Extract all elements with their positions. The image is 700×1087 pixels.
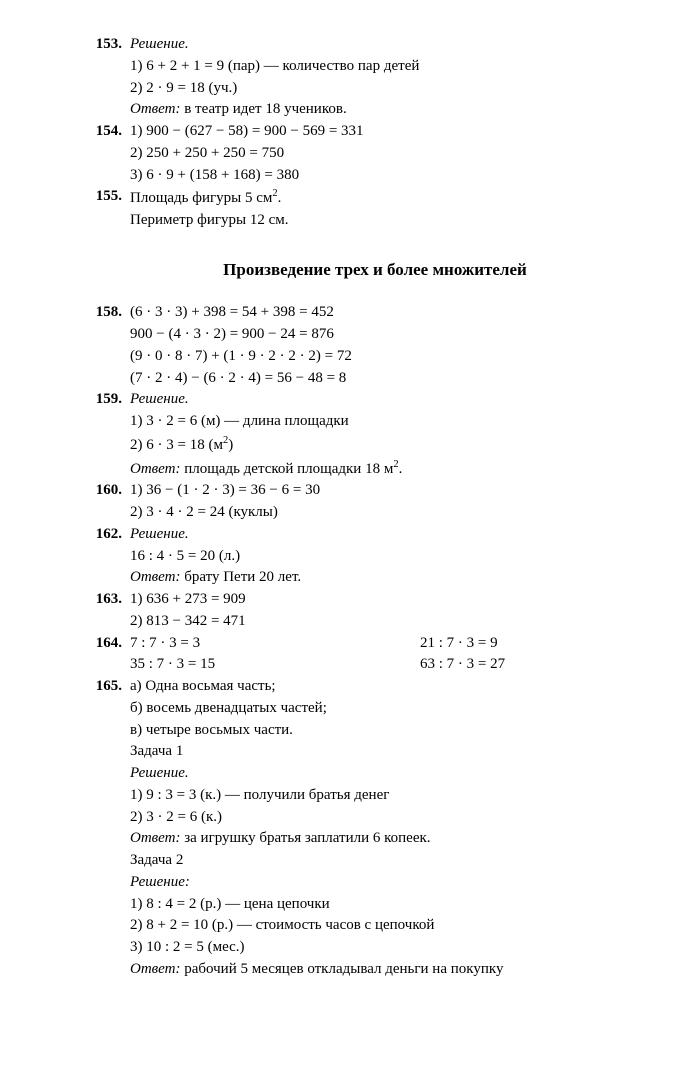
problem-body: 7 : 7 · 3 = 321 : 7 · 3 = 935 : 7 · 3 = …	[130, 633, 670, 677]
line: Решение:	[130, 872, 670, 894]
problem-body: Решение.1) 6 + 2 + 1 = 9 (пар) — количес…	[130, 34, 670, 121]
line: Ответ: площадь детской площадки 18 м2.	[130, 457, 670, 481]
line: 3) 10 : 2 = 5 (мес.)	[130, 937, 670, 959]
line: Решение.	[130, 34, 670, 56]
answer-text: площадь детской площадки 18 м2.	[180, 461, 402, 477]
left-col: 35 : 7 · 3 = 15	[130, 654, 420, 676]
problem-body: 1) 636 + 273 = 9092) 813 − 342 = 471	[130, 589, 670, 633]
page: 153.Решение.1) 6 + 2 + 1 = 9 (пар) — кол…	[0, 0, 700, 1011]
problem: 159.Решение.1) 3 · 2 = 6 (м) — длина пло…	[80, 389, 670, 480]
line: Решение.	[130, 763, 670, 785]
left-col: 7 : 7 · 3 = 3	[130, 633, 420, 655]
line: 1) 36 − (1 · 2 · 3) = 36 − 6 = 30	[130, 480, 670, 502]
problem-number: 163.	[80, 589, 130, 611]
problem-number: 155.	[80, 186, 130, 208]
problem-body: 1) 36 − (1 · 2 · 3) = 36 − 6 = 302) 3 · …	[130, 480, 670, 524]
problem-number: 153.	[80, 34, 130, 56]
line: Ответ: брату Пети 20 лет.	[130, 567, 670, 589]
line: Ответ: рабочий 5 месяцев откладывал день…	[130, 959, 670, 981]
problem-number: 164.	[80, 633, 130, 655]
answer-label: Ответ:	[130, 101, 180, 117]
section-heading: Произведение трех и более множителей	[80, 258, 670, 283]
line: 1) 636 + 273 = 909	[130, 589, 670, 611]
answer-text: в театр идет 18 учеников.	[180, 101, 346, 117]
answer-label: Ответ:	[130, 830, 180, 846]
problem-body: Решение.16 : 4 · 5 = 20 (л.)Ответ: брату…	[130, 524, 670, 589]
problem-list-1: 153.Решение.1) 6 + 2 + 1 = 9 (пар) — кол…	[80, 34, 670, 232]
line: 1) 8 : 4 = 2 (р.) — цена цепочки	[130, 894, 670, 916]
line: б) восемь двенадцатых частей;	[130, 698, 670, 720]
line: в) четыре восьмых части.	[130, 720, 670, 742]
line: Задача 1	[130, 741, 670, 763]
line: Задача 2	[130, 850, 670, 872]
answer-label: Ответ:	[130, 461, 180, 477]
problem-number: 162.	[80, 524, 130, 546]
line: 16 : 4 · 5 = 20 (л.)	[130, 546, 670, 568]
problem: 165.а) Одна восьмая часть;б) восемь двен…	[80, 676, 670, 981]
two-column-row: 35 : 7 · 3 = 1563 : 7 · 3 = 27	[130, 654, 670, 676]
problem-number: 154.	[80, 121, 130, 143]
line: Ответ: за игрушку братья заплатили 6 коп…	[130, 828, 670, 850]
line: Ответ: в театр идет 18 учеников.	[130, 99, 670, 121]
line: 900 − (4 · 3 · 2) = 900 − 24 = 876	[130, 324, 670, 346]
problem: 158.(6 · 3 · 3) + 398 = 54 + 398 = 45290…	[80, 302, 670, 389]
problem-list-2: 158.(6 · 3 · 3) + 398 = 54 + 398 = 45290…	[80, 302, 670, 980]
line: (7 · 2 · 4) − (6 · 2 · 4) = 56 − 48 = 8	[130, 368, 670, 390]
problem-number: 160.	[80, 480, 130, 502]
line: 2) 8 + 2 = 10 (р.) — стоимость часов с ц…	[130, 915, 670, 937]
problem: 163.1) 636 + 273 = 9092) 813 − 342 = 471	[80, 589, 670, 633]
line: 2) 250 + 250 + 250 = 750	[130, 143, 670, 165]
line: (6 · 3 · 3) + 398 = 54 + 398 = 452	[130, 302, 670, 324]
line: 2) 2 · 9 = 18 (уч.)	[130, 78, 670, 100]
line: 1) 3 · 2 = 6 (м) — длина площадки	[130, 411, 670, 433]
line: Площадь фигуры 5 см2.	[130, 186, 670, 210]
line: 1) 900 − (627 − 58) = 900 − 569 = 331	[130, 121, 670, 143]
problem-number: 159.	[80, 389, 130, 411]
line: а) Одна восьмая часть;	[130, 676, 670, 698]
answer-label: Ответ:	[130, 961, 180, 977]
line: Периметр фигуры 12 см.	[130, 210, 670, 232]
right-col: 63 : 7 · 3 = 27	[420, 654, 670, 676]
line: 1) 6 + 2 + 1 = 9 (пар) — количество пар …	[130, 56, 670, 78]
problem-body: а) Одна восьмая часть;б) восемь двенадца…	[130, 676, 670, 981]
answer-text: брату Пети 20 лет.	[180, 569, 301, 585]
line: 2) 3 · 4 · 2 = 24 (куклы)	[130, 502, 670, 524]
answer-text: за игрушку братья заплатили 6 копеек.	[180, 830, 430, 846]
problem: 162.Решение.16 : 4 · 5 = 20 (л.)Ответ: б…	[80, 524, 670, 589]
problem-number: 165.	[80, 676, 130, 698]
line: 1) 9 : 3 = 3 (к.) — получили братья дене…	[130, 785, 670, 807]
problem: 164.7 : 7 · 3 = 321 : 7 · 3 = 935 : 7 · …	[80, 633, 670, 677]
answer-text: рабочий 5 месяцев откладывал деньги на п…	[180, 961, 503, 977]
answer-label: Ответ:	[130, 569, 180, 585]
problem-body: Площадь фигуры 5 см2.Периметр фигуры 12 …	[130, 186, 670, 232]
problem: 155.Площадь фигуры 5 см2.Периметр фигуры…	[80, 186, 670, 232]
problem-body: Решение.1) 3 · 2 = 6 (м) — длина площадк…	[130, 389, 670, 480]
right-col: 21 : 7 · 3 = 9	[420, 633, 670, 655]
line: Решение.	[130, 524, 670, 546]
line: 2) 6 · 3 = 18 (м2)	[130, 433, 670, 457]
problem-body: 1) 900 − (627 − 58) = 900 − 569 = 3312) …	[130, 121, 670, 186]
two-column-row: 7 : 7 · 3 = 321 : 7 · 3 = 9	[130, 633, 670, 655]
problem: 153.Решение.1) 6 + 2 + 1 = 9 (пар) — кол…	[80, 34, 670, 121]
line: (9 · 0 · 8 · 7) + (1 · 9 · 2 · 2 · 2) = …	[130, 346, 670, 368]
line: Решение.	[130, 389, 670, 411]
problem: 154.1) 900 − (627 − 58) = 900 − 569 = 33…	[80, 121, 670, 186]
line: 2) 3 · 2 = 6 (к.)	[130, 807, 670, 829]
problem-body: (6 · 3 · 3) + 398 = 54 + 398 = 452900 − …	[130, 302, 670, 389]
problem: 160.1) 36 − (1 · 2 · 3) = 36 − 6 = 302) …	[80, 480, 670, 524]
line: 2) 813 − 342 = 471	[130, 611, 670, 633]
line: 3) 6 · 9 + (158 + 168) = 380	[130, 165, 670, 187]
problem-number: 158.	[80, 302, 130, 324]
